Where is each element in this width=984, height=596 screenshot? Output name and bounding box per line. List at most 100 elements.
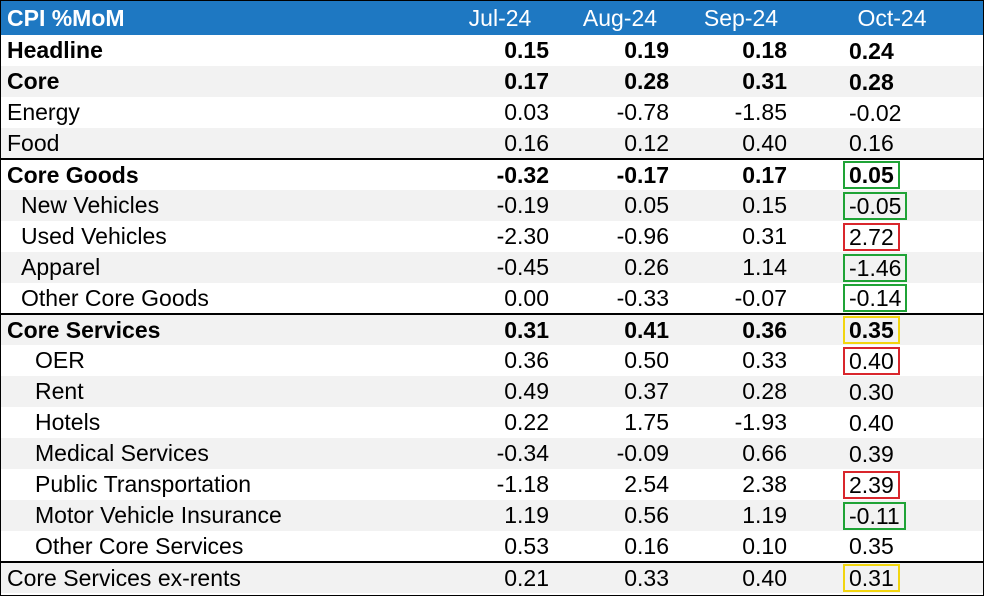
column-header-jul: Jul-24	[468, 4, 532, 31]
value-cell-jul: 0.16	[504, 129, 549, 156]
value-cell-sep: 0.40	[742, 129, 787, 156]
table-row: OER 0.36 0.50 0.33 0.40	[1, 345, 983, 376]
row-label: Core Services	[1, 313, 441, 345]
value-cell-oct: 0.05	[801, 158, 983, 190]
value-cell-jul: -2.30	[496, 223, 549, 249]
table-body: Headline 0.15 0.19 0.18 0.24 Core 0.17 0.28 0.31…	[1, 35, 983, 593]
value-cell-aug: 0.33	[559, 561, 681, 593]
value-text: 0.28	[849, 68, 894, 95]
value-cell-aug: 1.75	[624, 409, 669, 435]
value-cell-jul: -1.18	[496, 471, 549, 497]
value-cell-sep: 0.33	[742, 347, 787, 373]
highlighted-value: 0.31	[843, 564, 900, 592]
value-cell-sep: 0.10	[742, 532, 787, 559]
value-cell-jul: -0.32	[441, 158, 559, 190]
value-cell-oct: -0.14	[801, 283, 983, 314]
value-cell-oct: 0.35	[801, 531, 983, 562]
value-text: -0.02	[849, 99, 902, 126]
value-text: 0.39	[849, 440, 894, 467]
value-cell-aug: 2.54	[624, 471, 669, 497]
value-cell-oct: -0.05	[801, 190, 983, 221]
value-cell-oct: 0.28	[801, 66, 983, 97]
table-row: Rent 0.49 0.37 0.28 0.30	[1, 376, 983, 407]
value-cell-sep: 0.36	[681, 313, 801, 345]
value-cell-aug: 0.19	[624, 37, 669, 63]
value-cell-sep: 0.18	[742, 37, 787, 63]
value-cell-sep: 1.14	[742, 254, 787, 280]
value-cell-sep: 0.28	[742, 378, 787, 404]
value-cell-oct: 0.16	[801, 128, 983, 159]
table-row: Core Services ex-rents 0.21 0.33 0.40 0.31	[1, 561, 983, 593]
row-label: Public Transportation	[35, 471, 252, 497]
value-cell-aug: -0.33	[616, 284, 669, 311]
value-cell-jul: 1.19	[504, 502, 549, 528]
table-row: Used Vehicles -2.30 -0.96 0.31 2.72	[1, 221, 983, 252]
highlighted-value: 2.72	[843, 222, 900, 251]
value-text: 0.24	[849, 37, 894, 64]
row-label: Medical Services	[35, 440, 209, 466]
value-cell-oct: 0.35	[801, 313, 983, 345]
table-row: Medical Services -0.34 -0.09 0.66 0.39	[1, 438, 983, 469]
row-label: Food	[7, 129, 60, 156]
value-cell-oct: 0.24	[801, 35, 983, 66]
table-row: Other Core Goods 0.00 -0.33 -0.07 -0.14	[1, 283, 983, 314]
row-label: Other Core Services	[35, 532, 244, 559]
table-row: Headline 0.15 0.19 0.18 0.24	[1, 35, 983, 66]
row-label: New Vehicles	[21, 192, 160, 218]
value-cell-jul: 0.03	[504, 99, 549, 125]
table-row: Public Transportation -1.18 2.54 2.38 2.39	[1, 469, 983, 500]
row-label: Motor Vehicle Insurance	[35, 502, 282, 528]
value-cell-aug: -0.96	[616, 223, 669, 249]
table-row: Food 0.16 0.12 0.40 0.16	[1, 128, 983, 159]
value-cell-sep: -1.85	[734, 99, 787, 125]
table-row: Energy 0.03 -0.78 -1.85 -0.02	[1, 97, 983, 128]
table-row: Other Core Services 0.53 0.16 0.10 0.35	[1, 531, 983, 562]
value-cell-aug: 0.12	[624, 129, 669, 156]
value-cell-jul: 0.15	[504, 37, 549, 63]
value-cell-oct: 0.30	[801, 376, 983, 407]
value-cell-aug: -0.09	[616, 440, 669, 466]
value-cell-sep: -1.93	[734, 409, 787, 435]
value-cell-jul: -0.34	[496, 440, 549, 466]
value-cell-jul: 0.36	[504, 347, 549, 373]
value-cell-jul: 0.31	[441, 313, 559, 345]
row-label: Headline	[7, 37, 103, 63]
table-row: Core 0.17 0.28 0.31 0.28	[1, 66, 983, 97]
highlighted-value: -0.11	[843, 501, 906, 530]
table-row: Motor Vehicle Insurance 1.19 0.56 1.19 -0.11	[1, 500, 983, 531]
value-text: 0.35	[849, 533, 894, 559]
value-cell-oct: -0.02	[801, 97, 983, 128]
value-cell-jul: 0.22	[504, 409, 549, 435]
highlighted-value: 2.39	[843, 470, 900, 499]
value-cell-sep: 0.15	[742, 192, 787, 218]
value-cell-jul: -0.45	[496, 254, 549, 280]
row-label: Apparel	[21, 254, 101, 280]
row-label: Core Goods	[1, 158, 441, 190]
value-cell-aug: 0.26	[624, 254, 669, 280]
value-cell-jul: 0.49	[504, 378, 549, 404]
row-label: OER	[35, 347, 85, 373]
value-cell-oct: -1.46	[801, 252, 983, 283]
value-cell-jul: 0.53	[504, 532, 549, 559]
value-cell-aug: 0.16	[624, 532, 669, 559]
highlighted-value: 0.05	[843, 161, 900, 189]
value-text: 0.30	[849, 378, 894, 405]
row-label: Energy	[7, 99, 80, 125]
highlighted-value: -0.05	[843, 191, 908, 220]
highlighted-value: -1.46	[843, 253, 908, 282]
value-cell-aug: 0.05	[624, 192, 669, 218]
value-cell-aug: 0.41	[559, 313, 681, 345]
value-cell-aug: 0.28	[624, 68, 669, 94]
value-cell-jul: -0.19	[496, 192, 549, 218]
value-cell-aug: -0.78	[616, 99, 669, 125]
value-cell-sep: 0.40	[681, 561, 801, 593]
value-text: 0.40	[849, 409, 894, 436]
value-cell-oct: 0.40	[801, 345, 983, 376]
highlighted-value: 0.35	[843, 316, 900, 344]
row-label: Used Vehicles	[21, 223, 167, 249]
value-cell-jul: 0.17	[504, 68, 549, 94]
value-cell-oct: 0.39	[801, 438, 983, 469]
value-cell-jul: 0.00	[504, 284, 549, 311]
value-cell-oct: 2.39	[801, 469, 983, 500]
